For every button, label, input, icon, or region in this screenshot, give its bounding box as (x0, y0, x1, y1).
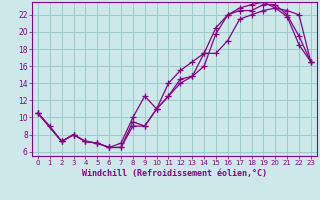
X-axis label: Windchill (Refroidissement éolien,°C): Windchill (Refroidissement éolien,°C) (82, 169, 267, 178)
